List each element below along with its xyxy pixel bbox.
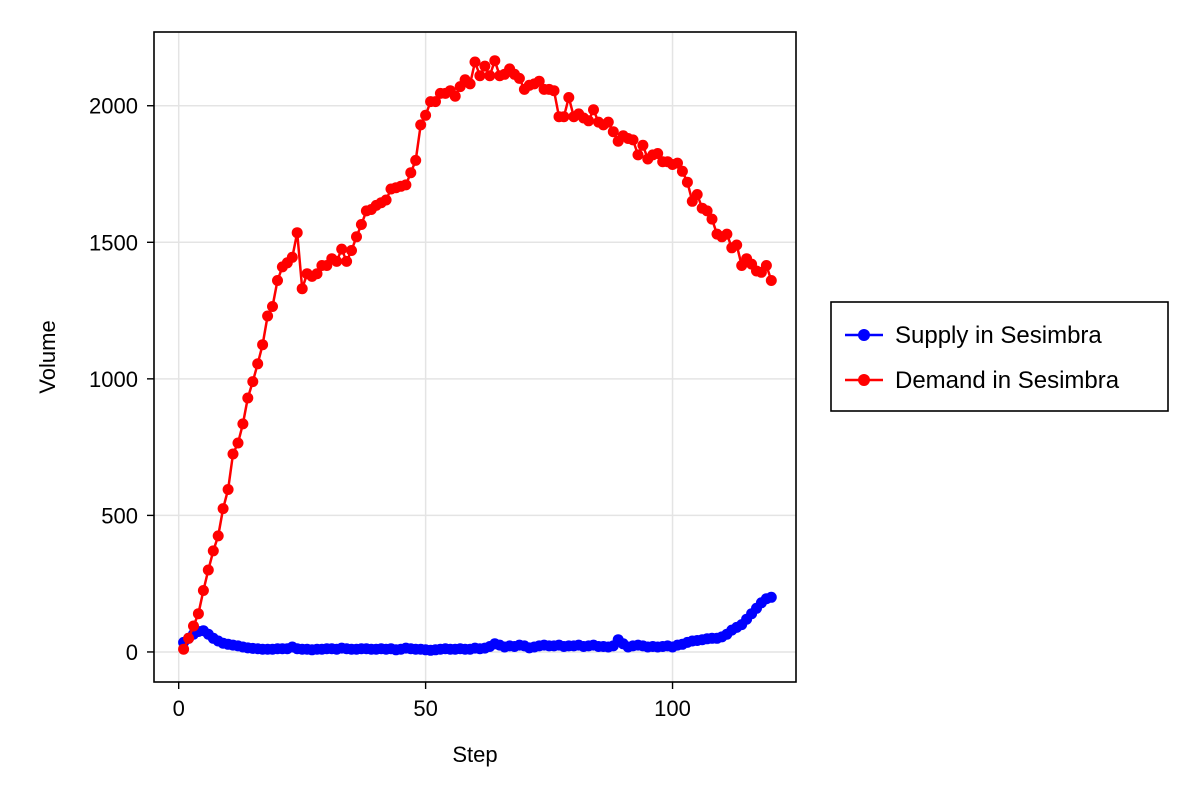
data-point-demand [449, 90, 461, 102]
y-axis-title: Volume [35, 320, 60, 393]
data-point-demand [227, 448, 239, 460]
data-point-demand [627, 134, 639, 146]
plot-background [154, 32, 796, 682]
y-tick-label: 1000 [89, 367, 138, 392]
data-point-demand [400, 179, 412, 191]
data-point-demand [415, 119, 427, 131]
data-point-supply [765, 591, 777, 603]
data-point-demand [701, 205, 713, 217]
data-point-demand [464, 78, 476, 90]
data-point-demand [242, 392, 254, 404]
data-point-demand [607, 126, 619, 138]
data-point-demand [583, 115, 595, 127]
data-point-demand [691, 189, 703, 200]
y-tick-label: 0 [126, 640, 138, 665]
legend-swatch-marker-supply [858, 329, 870, 341]
data-point-demand [672, 157, 683, 169]
data-point-demand [272, 275, 283, 286]
y-axis-ticks: 0 500 1000 1500 2000 [89, 94, 154, 665]
data-point-demand [513, 72, 525, 84]
data-point-demand [731, 239, 743, 251]
data-point-demand [469, 56, 481, 68]
data-point-demand [232, 437, 244, 449]
data-point-demand [212, 530, 224, 542]
data-point-demand [602, 116, 614, 128]
y-tick-label: 2000 [89, 94, 138, 119]
data-point-demand [380, 194, 392, 206]
data-point-demand [217, 503, 229, 515]
data-point-demand [563, 92, 575, 103]
data-point-demand [410, 154, 422, 166]
data-point-demand [760, 260, 772, 271]
data-point-demand [192, 608, 204, 620]
legend-label-demand: Demand in Sesimbra [895, 367, 1120, 394]
data-point-demand [681, 176, 693, 188]
data-point-demand [202, 564, 214, 576]
x-tick-label: 0 [173, 696, 185, 721]
data-point-demand [721, 228, 733, 240]
data-point-demand [355, 219, 367, 230]
data-point-demand [207, 545, 219, 557]
data-point-demand [533, 75, 545, 87]
data-point-demand [484, 70, 496, 82]
data-point-demand [252, 358, 264, 370]
data-point-demand [311, 268, 323, 280]
data-point-demand [237, 418, 249, 430]
x-axis-ticks: 0 50 100 [173, 682, 691, 721]
data-point-demand [257, 339, 269, 351]
x-tick-label: 50 [413, 696, 437, 721]
data-point-demand [706, 213, 718, 225]
data-point-demand [267, 301, 278, 312]
data-point-demand [489, 55, 501, 67]
series-demand [178, 55, 777, 655]
legend-label-supply: Supply in Sesimbra [895, 322, 1102, 349]
data-point-demand [341, 255, 353, 267]
series-layer [178, 55, 777, 656]
series-supply [178, 591, 777, 656]
data-point-demand [548, 85, 560, 97]
data-point-demand [331, 255, 343, 267]
data-point-demand [430, 96, 441, 108]
data-point-demand [247, 376, 259, 388]
data-point-demand [296, 283, 308, 295]
data-point-demand [474, 70, 486, 82]
legend-box [830, 301, 1169, 412]
data-point-demand [405, 167, 417, 179]
data-point-demand [588, 104, 599, 116]
data-point-demand [291, 227, 303, 239]
data-point-demand [183, 632, 195, 644]
data-point-demand [222, 484, 234, 495]
data-point-demand [676, 165, 688, 177]
data-point-demand [197, 585, 209, 596]
data-point-demand [637, 139, 649, 151]
data-point-demand [286, 251, 298, 263]
plot-frame [153, 31, 797, 683]
data-point-demand [351, 231, 362, 243]
data-point-demand [336, 243, 348, 255]
legend: Supply in Sesimbra Demand in Sesimbra [830, 301, 1169, 412]
data-point-demand [188, 620, 199, 632]
data-point-demand [652, 148, 664, 159]
data-point-demand [765, 275, 777, 286]
data-point-demand [479, 60, 491, 72]
data-point-demand [262, 310, 274, 322]
y-tick-label: 1500 [89, 230, 138, 255]
y-tick-label: 500 [101, 503, 138, 528]
x-tick-label: 100 [654, 696, 691, 721]
data-point-demand [632, 149, 644, 161]
data-point-demand [178, 643, 190, 655]
data-point-demand [420, 109, 432, 121]
data-point-demand [558, 111, 570, 123]
legend-swatch-marker-demand [858, 374, 870, 386]
x-axis-title: Step [452, 742, 497, 767]
data-point-demand [346, 245, 357, 256]
